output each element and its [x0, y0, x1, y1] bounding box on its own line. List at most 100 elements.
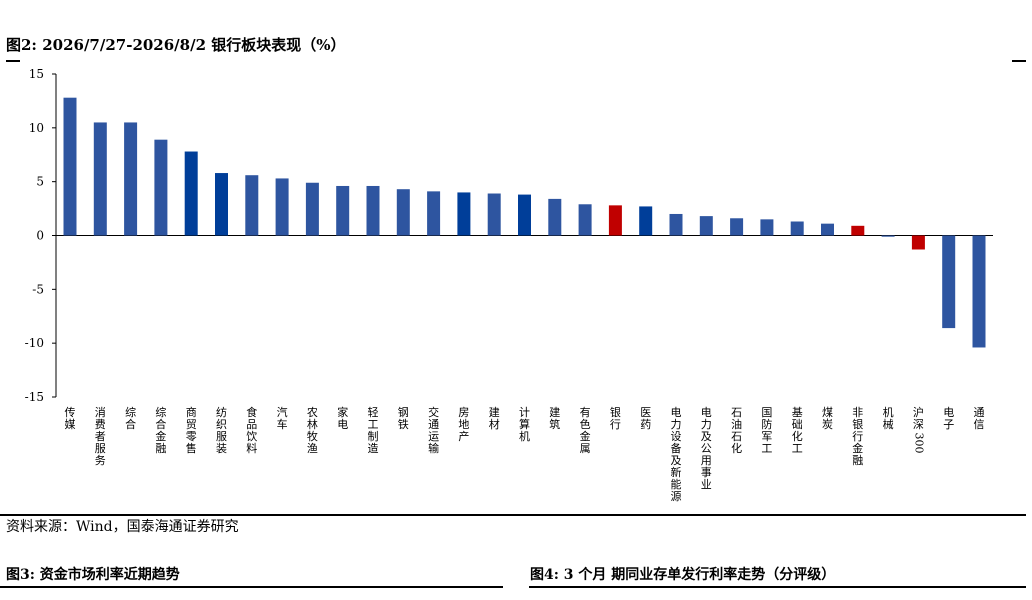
- bar-轻工制造: [366, 185, 380, 236]
- category-label-基础化工: 基: [792, 406, 803, 419]
- category-label-综合金融: 金: [155, 429, 166, 443]
- category-label-基础化工: 础: [792, 418, 803, 431]
- category-label-国防军工: 防: [761, 417, 772, 431]
- bar-综合: [124, 122, 138, 236]
- y-tick-label: 5: [36, 175, 44, 189]
- bar-电子: [942, 235, 956, 329]
- category-label-石油石化: 化: [731, 441, 742, 455]
- category-label-医药: 药: [640, 418, 651, 431]
- category-label-商贸零售: 售: [186, 441, 197, 455]
- bar-食品饮料: [245, 175, 259, 236]
- category-label-电力及公用事业: 及: [701, 430, 712, 443]
- title-rule-right: [1012, 60, 1026, 62]
- bar-layer: [63, 97, 986, 348]
- category-label-家电: 家: [337, 405, 348, 419]
- bar-交通运输: [427, 191, 441, 236]
- category-label-传媒: 传: [65, 406, 76, 419]
- category-label-轻工制造: 工: [368, 418, 379, 431]
- category-label-电力设备及新能源: 设: [671, 430, 682, 443]
- category-label-食品饮料: 料: [246, 441, 257, 455]
- bar-非银行金融: [851, 225, 865, 236]
- figure-title: 图2: 2026/7/27-2026/8/2 银行板块表现（%）: [6, 36, 346, 54]
- bar-通信: [972, 235, 986, 348]
- category-label-计算机: 算: [519, 417, 530, 431]
- category-label-电力设备及新能源: 电: [671, 406, 682, 419]
- category-label-商贸零售: 商: [186, 405, 197, 419]
- figure3-rule: [0, 586, 503, 588]
- bar-银行: [608, 205, 622, 236]
- category-label-消费者服务: 消: [95, 405, 106, 419]
- category-label-银行: 行: [610, 418, 621, 431]
- category-label-计算机: 机: [519, 429, 530, 443]
- category-label-有色金属: 属: [580, 442, 591, 455]
- category-label-综合金融: 融: [155, 442, 166, 455]
- figure4-rule: [529, 586, 1026, 588]
- bar-沪深300: [911, 235, 925, 250]
- category-label-电力设备及新能源: 及: [671, 454, 682, 467]
- bar-农林牧渔: [305, 182, 319, 236]
- category-label-电子: 电: [943, 406, 954, 419]
- y-tick-label: -10: [25, 336, 44, 350]
- bar-商贸零售: [184, 151, 198, 236]
- category-label-国防军工: 国: [761, 406, 772, 419]
- category-label-国防军工: 工: [761, 442, 772, 455]
- category-label-交通运输: 交: [428, 405, 439, 419]
- source-note: 资料来源：Wind，国泰海通证券研究: [6, 519, 239, 535]
- bar-电力设备及新能源: [669, 213, 683, 236]
- category-label-纺织服装: 服: [216, 430, 227, 443]
- figure4-title: 图4: 3 个月 期同业存单发行利率走势（分评级）: [530, 567, 836, 583]
- bar-消费者服务: [93, 122, 107, 236]
- category-label-农林牧渔: 林: [307, 417, 318, 431]
- category-label-机械: 机: [883, 405, 894, 419]
- category-label-电力及公用事业: 电: [701, 406, 712, 419]
- category-label-有色金属: 色: [580, 417, 591, 431]
- category-label-汽车: 车: [277, 417, 288, 431]
- category-label-基础化工: 工: [792, 442, 803, 455]
- category-label-非银行金融: 融: [852, 454, 863, 467]
- category-label-交通运输: 通: [428, 418, 439, 431]
- category-label-石油石化: 油: [731, 417, 742, 431]
- figure3-title: 图3: 资金市场利率近期趋势: [6, 567, 180, 583]
- category-label-农林牧渔: 渔: [307, 442, 318, 455]
- category-label-煤炭: 煤: [822, 406, 833, 419]
- category-label-layer: 传媒消费者服务综合综合金融商贸零售纺织服装食品饮料汽车农林牧渔家电轻工制造钢铁交…: [65, 405, 985, 503]
- category-label-电力及公用事业: 用: [701, 454, 712, 467]
- category-label-电力设备及新能源: 源: [671, 489, 682, 503]
- category-label-综合: 合: [125, 417, 136, 431]
- bar-建筑: [548, 198, 562, 236]
- category-label-通信: 信: [974, 418, 985, 431]
- category-label-银行: 银: [610, 405, 621, 419]
- bar-房地产: [457, 192, 471, 236]
- bar-石油石化: [730, 218, 744, 236]
- y-tick-label: 0: [36, 229, 44, 243]
- category-label-消费者服务: 费: [95, 418, 106, 431]
- category-label-石油石化: 石: [731, 406, 742, 419]
- category-label-汽车: 汽: [277, 405, 288, 419]
- category-label-交通运输: 输: [428, 441, 439, 455]
- category-label-商贸零售: 零: [186, 430, 197, 443]
- bar-家电: [336, 185, 350, 236]
- category-label-基础化工: 化: [792, 429, 803, 443]
- category-label-电力及公用事业: 业: [701, 478, 712, 491]
- bar-医药: [639, 206, 653, 236]
- category-label-消费者服务: 务: [95, 454, 106, 467]
- category-label-有色金属: 有: [580, 405, 591, 419]
- category-label-钢铁: 铁: [398, 418, 409, 431]
- category-label-电力设备及新能源: 力: [671, 418, 682, 431]
- category-label-房地产: 房: [458, 406, 469, 419]
- category-label-沪深300: 深: [913, 418, 924, 431]
- category-label-钢铁: 钢: [398, 406, 409, 419]
- category-label-电子: 子: [943, 418, 954, 431]
- category-label-食品饮料: 饮: [246, 430, 257, 443]
- category-label-轻工制造: 造: [368, 441, 379, 455]
- category-label-计算机: 计: [519, 406, 530, 419]
- category-label-纺织服装: 织: [216, 418, 227, 431]
- y-tick-label: -5: [32, 282, 44, 296]
- category-label-电力设备及新能源: 能: [671, 477, 682, 491]
- category-label-建材: 建: [489, 405, 500, 419]
- category-label-食品饮料: 食: [246, 405, 257, 419]
- bar-钢铁: [396, 189, 410, 236]
- category-label-食品饮料: 品: [246, 418, 257, 431]
- category-label-石油石化: 石: [731, 430, 742, 443]
